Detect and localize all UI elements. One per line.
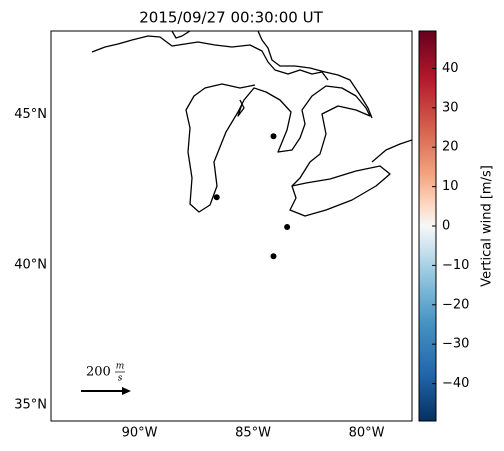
- colorbar-tick-label: 0: [442, 219, 450, 234]
- colorbar-tick-label: −40: [442, 376, 469, 391]
- station: [284, 223, 291, 230]
- colorbar-label: Vertical wind [m/s]: [480, 165, 495, 287]
- colorbar-tick-label: −10: [442, 258, 469, 273]
- colorbar-tick-label: 30: [442, 100, 459, 115]
- lon-tick-label: 85°W: [235, 426, 271, 441]
- lat-tick-label: 40°N: [14, 257, 47, 272]
- station: [270, 253, 277, 260]
- map-frame: [50, 30, 413, 422]
- lon-tick-label: 80°W: [349, 426, 385, 441]
- colorbar-tick-label: 40: [442, 61, 459, 76]
- quiver-key-arrowhead: [122, 387, 131, 395]
- colorbar-tick-label: 10: [442, 179, 459, 194]
- colorbar-tick-label: 20: [442, 140, 459, 155]
- station: [270, 133, 277, 140]
- coastlines: [91, 31, 412, 217]
- colorbar-tick-label: −30: [442, 337, 469, 352]
- quiver-key-value: 200: [86, 365, 111, 380]
- quiver-key-unit-numerator: m: [116, 362, 125, 372]
- map-title: 2015/09/27 00:30:00 UT: [139, 9, 323, 27]
- lon-tick-label: 90°W: [122, 426, 158, 441]
- station: [213, 194, 220, 201]
- lat-tick-label: 45°N: [14, 107, 47, 122]
- colorbar-tick-label: −20: [442, 297, 469, 312]
- quiver-key-unit-denominator: s: [118, 374, 123, 384]
- lat-tick-label: 35°N: [14, 397, 47, 412]
